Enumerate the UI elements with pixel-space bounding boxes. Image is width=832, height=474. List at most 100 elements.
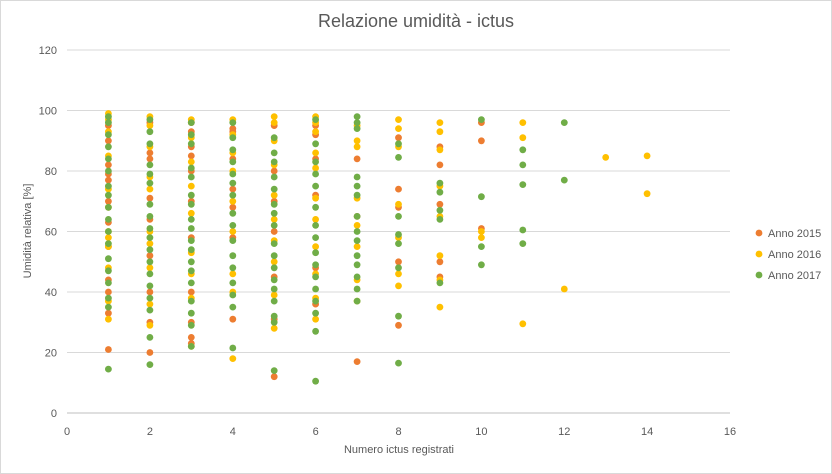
data-point: [312, 327, 319, 335]
data-point: [353, 358, 361, 365]
data-point: [146, 282, 154, 290]
y-tick-label: 80: [45, 166, 57, 178]
data-point: [187, 334, 195, 341]
y-tick-label: 60: [45, 227, 57, 239]
x-tick-label: 8: [395, 426, 401, 438]
data-point: [643, 190, 651, 198]
data-point: [229, 222, 237, 229]
data-point: [146, 116, 154, 123]
data-point: [270, 240, 278, 248]
x-tick-label: 16: [724, 426, 736, 438]
data-point: [395, 134, 402, 142]
data-point: [146, 288, 154, 296]
data-point: [146, 252, 154, 260]
data-point: [519, 134, 527, 142]
data-point: [187, 225, 195, 232]
axes: 0 20 40 60 80 100 120 0 2 4 6 8 10 12 14 16: [39, 45, 736, 438]
data-point: [353, 137, 361, 145]
data-point: [270, 228, 278, 235]
data-point: [187, 119, 195, 126]
data-point: [312, 261, 319, 269]
data-point: [187, 297, 195, 305]
data-point: [436, 303, 444, 311]
data-point: [312, 170, 319, 178]
data-point: [229, 119, 237, 126]
data-point: [560, 119, 568, 126]
data-point: [312, 273, 319, 281]
data-point: [560, 176, 568, 184]
data-point: [312, 249, 319, 257]
data-point: [105, 161, 112, 169]
data-point: [519, 119, 527, 126]
data-point: [270, 191, 278, 199]
data-point: [353, 119, 361, 126]
x-tick-label: 12: [558, 426, 570, 438]
data-point: [229, 279, 237, 287]
data-point: [395, 258, 402, 266]
data-point: [353, 213, 361, 220]
data-point: [312, 194, 319, 202]
data-point: [105, 279, 112, 287]
data-point: [146, 200, 154, 208]
data-point: [478, 116, 485, 123]
data-point: [270, 367, 278, 374]
data-point: [105, 167, 112, 175]
data-point: [270, 252, 278, 260]
legend-label: Anno 2017: [768, 270, 821, 282]
data-point: [395, 312, 402, 320]
data-point: [187, 131, 195, 139]
data-point: [229, 158, 237, 166]
data-point: [478, 228, 485, 235]
data-point: [229, 203, 237, 211]
data-point: [270, 173, 278, 181]
data-point: [105, 228, 112, 235]
data-point: [312, 234, 319, 242]
data-point: [187, 164, 195, 172]
data-point: [229, 228, 237, 235]
data-point: [395, 125, 402, 132]
data-point: [436, 146, 444, 154]
data-point: [105, 216, 112, 223]
data-point: [312, 203, 319, 211]
data-point: [105, 234, 112, 242]
data-point: [270, 149, 278, 157]
data-point: [436, 200, 444, 208]
data-point: [105, 203, 112, 211]
data-point: [395, 116, 402, 123]
data-point: [229, 179, 237, 187]
data-point: [478, 193, 485, 201]
data-points: [105, 110, 651, 385]
data-point: [436, 206, 444, 214]
data-point: [105, 191, 112, 199]
data-point: [146, 161, 154, 169]
data-point: [519, 320, 527, 328]
data-point: [105, 176, 112, 184]
x-tick-label: 2: [147, 426, 153, 438]
data-point: [187, 152, 195, 160]
data-point: [105, 197, 112, 205]
data-point: [146, 122, 154, 129]
data-point: [312, 315, 319, 323]
data-point: [105, 288, 112, 296]
data-point: [229, 237, 237, 245]
data-point: [187, 237, 195, 245]
data-point: [146, 321, 154, 329]
data-point: [353, 261, 361, 269]
data-point: [312, 309, 319, 317]
data-point: [270, 113, 278, 120]
data-point: [395, 282, 402, 290]
data-point: [270, 258, 278, 266]
data-point: [436, 119, 444, 126]
data-point: [105, 267, 112, 275]
data-point: [146, 300, 154, 308]
data-point: [146, 179, 154, 187]
x-tick-label: 0: [64, 426, 70, 438]
data-point: [436, 258, 444, 266]
data-point: [312, 149, 319, 157]
data-point: [395, 200, 402, 208]
data-point: [146, 270, 154, 278]
data-point: [312, 243, 319, 251]
data-point: [146, 234, 154, 242]
data-point: [353, 285, 361, 293]
data-point: [353, 273, 361, 281]
